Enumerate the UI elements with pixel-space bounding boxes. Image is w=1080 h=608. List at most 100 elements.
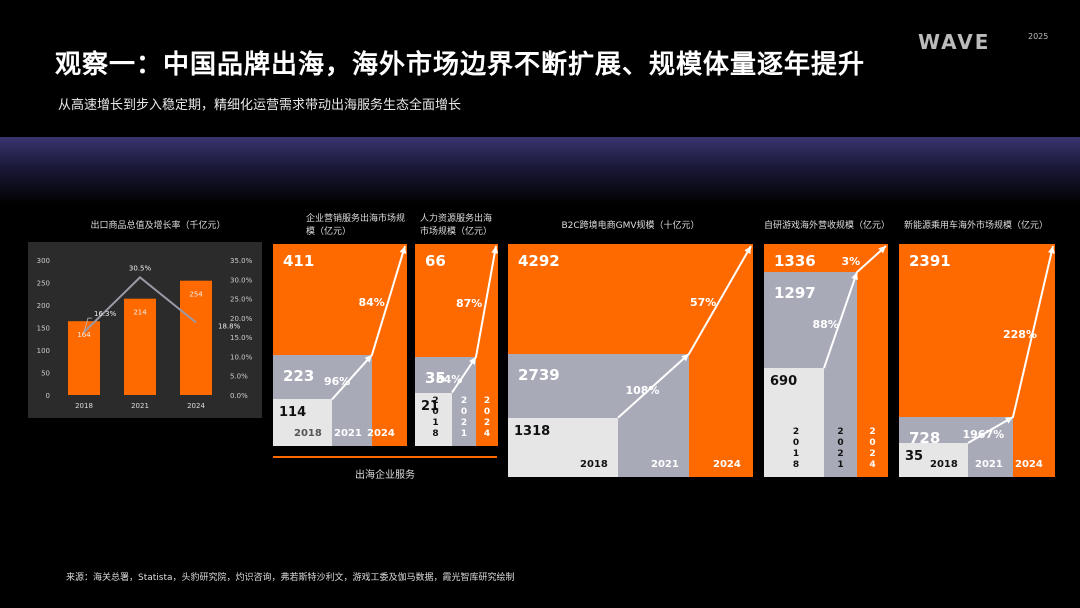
y-tick-label: 300 (37, 257, 50, 265)
x-tick-label: 2021 (131, 402, 149, 410)
value-label: 728 (909, 429, 941, 448)
block-2018 (899, 443, 968, 477)
value-label: 66 (425, 252, 446, 270)
value-label: 35 (425, 368, 446, 387)
y-tick-label: 0 (46, 392, 50, 400)
chart-title-b2c: B2C跨境电商GMV规模（十亿元） (561, 221, 700, 231)
y2-tick-label: 20.0% (230, 315, 253, 323)
line-value-label: 30.5% (129, 264, 152, 272)
page-subtitle: 从高速增长到步入稳定期，精细化运营需求带动出海服务生态全面增长 (58, 98, 462, 113)
y2-tick-label: 5.0% (230, 373, 248, 381)
arrow-head (744, 246, 751, 254)
growth-arrow (617, 245, 752, 419)
growth-arrow (823, 245, 887, 369)
growth-arrow (451, 245, 498, 394)
chart-title-exports: 出口商品总值及增长率（千亿元） (90, 221, 226, 231)
growth-label: 64% (436, 372, 463, 386)
block-2018 (508, 417, 618, 477)
hr-area-chart: 66 35 21 64% 87% 2 0 1 8 2 0 2 1 2 0 2 4 (415, 244, 498, 446)
growth-label: 1967% (962, 428, 1005, 441)
growth-label: 228% (1003, 327, 1037, 341)
growth-label: 87% (456, 297, 483, 311)
bar-value-label: 164 (77, 331, 91, 339)
arrow-head (1005, 417, 1013, 424)
growth-rate-line (83, 276, 197, 333)
bar (124, 298, 156, 395)
y-tick-label: 100 (37, 347, 50, 355)
value-label: 1318 (514, 423, 551, 439)
block-2018 (273, 399, 332, 446)
wave-logo: WAVE 2025 (918, 30, 1048, 54)
bar-value-label: 254 (189, 291, 203, 299)
chart-title-nev: 新能源乘用车海外市场规模（亿元） (903, 221, 1048, 231)
y-tick-label: 250 (37, 280, 50, 288)
x-tick-label: 2 0 1 8 (792, 427, 800, 470)
value-label: 223 (283, 366, 315, 385)
x-tick-label: 2018 (930, 459, 958, 470)
x-tick-label: 2024 (713, 459, 741, 470)
y2-tick-label: 15.0% (230, 334, 253, 342)
value-label: 114 (279, 405, 307, 421)
source-note: 来源：海关总署，Statista，头豹研究院，灼识咨询，弗若斯特沙利文，游戏工委… (66, 573, 515, 583)
x-tick-label: 2024 (187, 402, 205, 410)
x-tick-label: 2 0 2 1 (460, 396, 468, 439)
y-tick-label: 150 (37, 325, 50, 333)
x-tick-label: 2021 (651, 459, 679, 470)
header-gradient-band (0, 137, 1080, 205)
growth-arrow-line (967, 245, 1054, 444)
arrow-head (491, 246, 498, 254)
y2-tick-label: 35.0% (230, 257, 253, 265)
growth-label: 108% (625, 383, 660, 397)
x-tick-label: 2 0 2 4 (869, 427, 876, 470)
y2-tick-label: 25.0% (230, 296, 253, 304)
growth-arrow-line (331, 245, 406, 401)
growth-label: 3% (841, 255, 861, 269)
value-label: 411 (283, 252, 315, 270)
group-divider-line (273, 456, 497, 458)
value-label: 2739 (518, 365, 560, 384)
growth-arrow-line (617, 245, 752, 419)
x-tick-label: 2 0 2 1 (837, 427, 844, 470)
arrow-head (851, 272, 858, 281)
value-label: 690 (770, 374, 798, 390)
x-tick-label: 2021 (334, 428, 362, 439)
marketing-area-chart: 411 223 114 96% 84% 2018 2021 2024 (273, 244, 407, 446)
chart-title-games: 自研游戏海外营收规模（亿元） (763, 221, 890, 231)
growth-arrow-line (451, 245, 497, 394)
page-title: 观察一：中国品牌出海，海外市场边界不断扩展、规模体量逐年提升 (55, 50, 866, 80)
growth-label: 96% (324, 375, 351, 389)
y-tick-label: 50 (41, 370, 50, 378)
value-label: 4292 (518, 252, 560, 270)
line-value-label: 18.8% (218, 322, 241, 330)
x-tick-label: 2021 (975, 459, 1003, 470)
chart-title-marketing: 企业营销服务出海市场规模（亿元） (306, 214, 406, 237)
x-tick-label: 2024 (367, 428, 395, 439)
growth-label: 57% (690, 295, 717, 309)
arrow-head (364, 354, 372, 363)
bar-value-label: 214 (133, 309, 147, 317)
arrow-head (469, 356, 476, 365)
value-label: 1297 (774, 284, 816, 303)
value-label: 1336 (774, 252, 816, 270)
x-tick-label: 2018 (294, 428, 322, 439)
arrow-head (399, 246, 407, 254)
arrow-head (681, 353, 689, 362)
value-label: 35 (905, 449, 924, 464)
y2-tick-label: 10.0% (230, 353, 253, 361)
group-label: 出海企业服务 (355, 470, 415, 481)
arrow-head (1047, 246, 1055, 254)
bar (68, 321, 100, 395)
growth-arrow (331, 245, 407, 401)
b2c-area-chart: 4292 2739 1318 108% 57% 2018 2021 2024 (508, 244, 753, 477)
logo-year: 2025 (1028, 32, 1048, 41)
logo-text: WAVE (918, 30, 990, 54)
leader-line (83, 317, 92, 333)
arrow-head (878, 246, 886, 254)
x-tick-label: 2 0 2 4 (483, 396, 491, 439)
value-label: 2391 (909, 252, 951, 270)
x-tick-label: 2018 (580, 459, 608, 470)
growth-arrow-line (823, 245, 887, 369)
chart-title-hr: 人力资源服务出海市场规模（亿元） (420, 214, 493, 237)
growth-label: 84% (358, 296, 385, 310)
games-area-chart: 1336 1297 690 88% 3% 2 0 1 8 2 0 2 1 2 0 2 4 (764, 244, 888, 477)
